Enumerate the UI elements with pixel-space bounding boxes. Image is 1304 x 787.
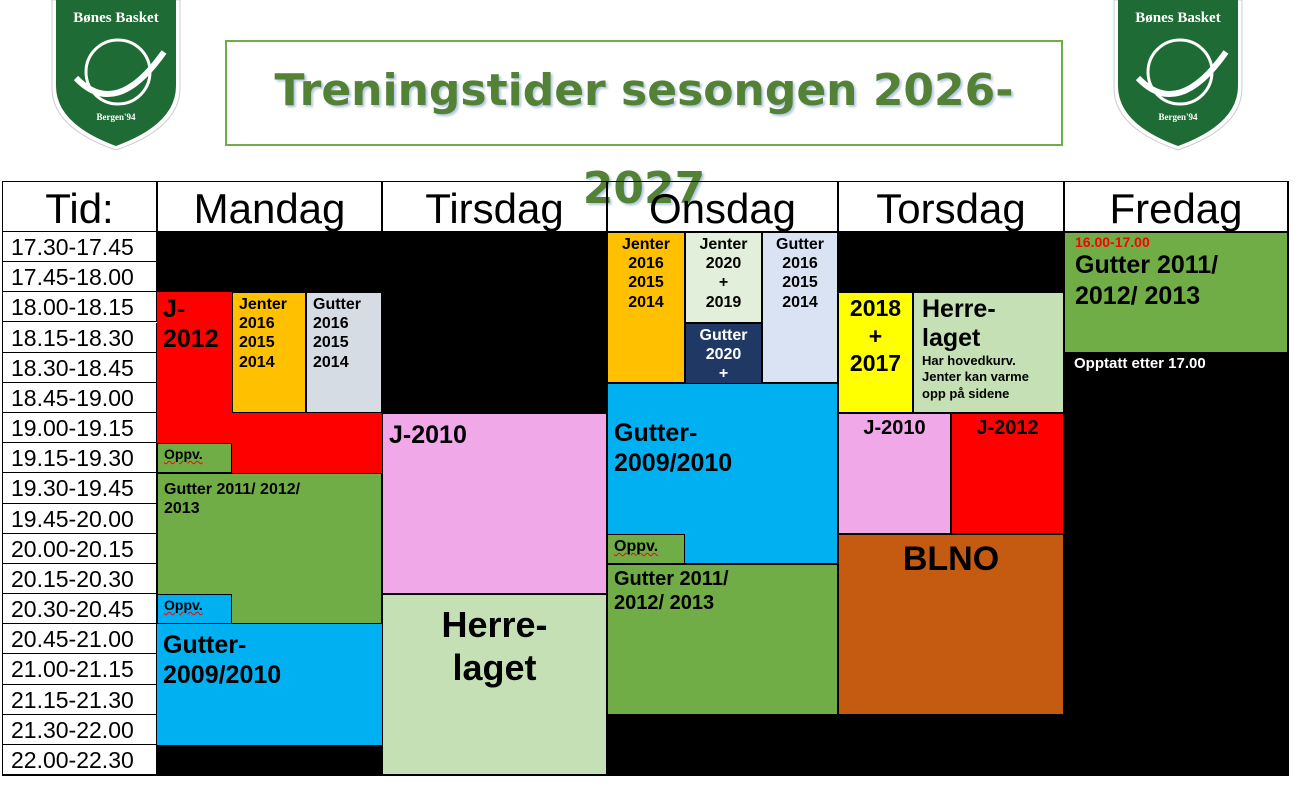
time-cell: 21.15-21.30 [2, 684, 157, 715]
block: 2018 + 2017 [838, 292, 913, 413]
block: BLNO [838, 534, 1064, 715]
block: Gutter 2016 2015 2014 [306, 292, 382, 413]
header-cell: Mandag [157, 181, 382, 232]
block: Gutter- 2009/2010 [157, 624, 382, 745]
header-cell: Tirsdag [382, 181, 607, 232]
block: 16.00-17.00 Gutter 2011/ 2012/ 2013 [1064, 232, 1288, 353]
header-cell: Torsdag [838, 181, 1064, 232]
block: Herre- laget Har hovedkurv. Jenter kan v… [913, 292, 1064, 413]
time-cell: 21.00-21.15 [2, 654, 157, 685]
block-note: Har hovedkurv. Jenter kan varme opp på s… [922, 352, 1029, 402]
logo-subtitle: Bergen'94 [1159, 112, 1198, 122]
block: J-2010 [838, 413, 951, 534]
time-cell: 22.00-22.30 [2, 744, 157, 776]
block: Gutter 2011/ 2012/ 2013 [607, 564, 838, 715]
block: J- 2012 [157, 292, 232, 443]
block-title: Herre- laget [922, 295, 996, 352]
time-cell: 19.30-19.45 [2, 473, 157, 504]
block: Gutter- 2009/2010 [607, 383, 838, 564]
title: Treningstider sesongen 2026-2027 [225, 40, 1063, 214]
block: Jenter 2016 2015 2014 [232, 292, 306, 413]
block: Oppv. [157, 594, 232, 624]
time-cell: 18.45-19.00 [2, 382, 157, 413]
header-cell: Fredag [1064, 181, 1288, 232]
block: J-2012 [951, 413, 1064, 534]
time-cell: 20.45-21.00 [2, 624, 157, 655]
block: Oppv. [157, 443, 232, 473]
block: J-2010 [382, 413, 607, 594]
block: Jenter 2016 2015 2014 [607, 232, 685, 383]
block-note: Opptatt etter 17.00 [1074, 355, 1206, 372]
time-cell: 20.15-20.30 [2, 563, 157, 595]
block-note: 16.00-17.00 [1075, 234, 1150, 250]
time-cell: 20.00-20.15 [2, 533, 157, 564]
time-cell: 17.45-18.00 [2, 262, 157, 293]
logo-left: Bønes Basket Bergen'94 [51, 0, 181, 151]
time-cell: 17.30-17.45 [2, 232, 157, 263]
time-cell: 20.30-20.45 [2, 594, 157, 625]
block: Jenter 2020 + 2019 [685, 232, 762, 323]
block: Gutter 2016 2015 2014 [762, 232, 838, 383]
logo-right: Bønes Basket Bergen'94 [1113, 0, 1243, 151]
time-cell: 19.15-19.30 [2, 443, 157, 474]
logo-name: Bønes Basket [73, 10, 158, 26]
block-title: Gutter 2011/ 2012/ 2013 [1075, 251, 1219, 311]
time-cell: 18.15-18.30 [2, 322, 157, 353]
time-cell: 19.00-19.15 [2, 413, 157, 444]
header-cell: Tid: [2, 181, 157, 232]
logo-subtitle: Bergen'94 [97, 112, 136, 122]
time-cell: 18.00-18.15 [2, 292, 157, 323]
time-cell: 18.30-18.45 [2, 352, 157, 383]
block: Oppv. [607, 534, 685, 564]
logo-name: Bønes Basket [1135, 10, 1220, 26]
time-cell: 19.45-20.00 [2, 503, 157, 534]
block: Herre- laget [382, 594, 607, 775]
time-cell: 21.30-22.00 [2, 714, 157, 745]
header-cell: Onsdag [607, 181, 838, 232]
